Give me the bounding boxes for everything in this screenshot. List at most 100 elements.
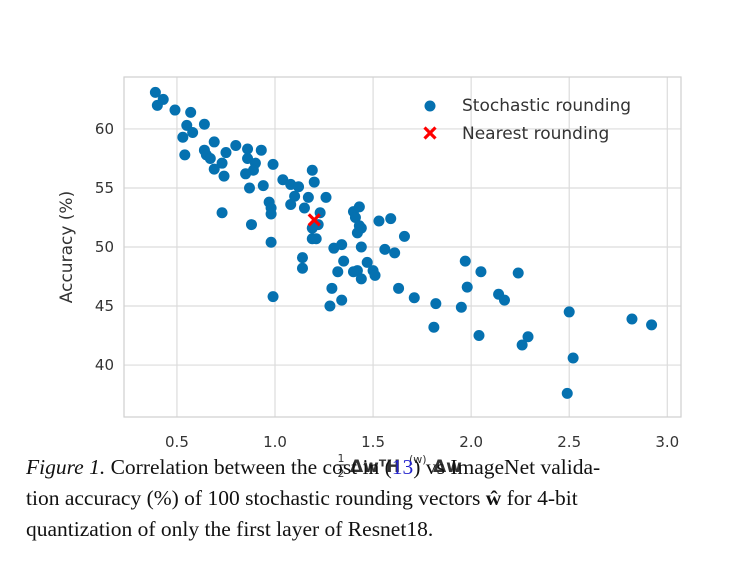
stochastic-point (187, 126, 199, 138)
stochastic-point (332, 266, 344, 278)
y-tick-label: 45 (95, 297, 114, 315)
stochastic-point (308, 176, 320, 188)
stochastic-point (293, 181, 305, 193)
y-tick-labels: 40 45 50 55 60 (95, 120, 114, 374)
x-label-superscript: (w) (409, 453, 427, 466)
x-label-fraction-den: 2 (338, 467, 345, 480)
stochastic-point (408, 292, 420, 304)
stochastic-point (428, 321, 440, 333)
caption-text-2a: tion accuracy (%) of 100 stochastic roun… (26, 486, 486, 510)
stochastic-point (198, 118, 210, 130)
stochastic-point (626, 313, 638, 325)
stochastic-point (257, 180, 269, 192)
stochastic-point (240, 168, 252, 180)
stochastic-point (326, 282, 338, 294)
stochastic-point (338, 255, 350, 267)
caption-text-1a: Correlation between the cost in ( (105, 455, 392, 479)
legend-label-nearest: Nearest rounding (462, 124, 609, 144)
stochastic-point (179, 149, 191, 161)
legend: Stochastic rounding Nearest rounding (423, 96, 631, 144)
nearest-rounding-point (307, 213, 321, 227)
figure-caption: Figure 1. Correlation between the cost i… (26, 452, 726, 545)
stochastic-point (355, 241, 367, 253)
stochastic-point (298, 202, 310, 214)
stochastic-point (185, 106, 197, 118)
caption-w-hat: ŵ (485, 486, 502, 510)
stochastic-point (244, 182, 256, 194)
x-label-fraction-num: 1 (338, 452, 345, 465)
stochastic-point (355, 273, 367, 285)
y-tick-label: 55 (95, 179, 114, 197)
stochastic-point (455, 301, 467, 313)
y-tick-label: 50 (95, 238, 114, 256)
x-tick-label: 0.5 (165, 433, 189, 451)
stochastic-point (230, 139, 242, 151)
stochastic-point (255, 144, 267, 156)
stochastic-point (208, 163, 220, 175)
caption-equation-ref[interactable]: 13 (391, 455, 414, 479)
stochastic-point (296, 252, 308, 264)
legend-marker-stochastic (424, 100, 436, 112)
stochastic-point (563, 306, 575, 318)
stochastic-point (336, 239, 348, 251)
stochastic-point (265, 208, 277, 220)
caption-text-3: quantization of only the first layer of … (26, 517, 434, 541)
stochastic-point (242, 143, 254, 155)
x-tick-label: 2.5 (557, 433, 581, 451)
stochastic-point (245, 219, 257, 231)
x-axis-label: 1 2 ΔwᵀH (w) Δw (336, 452, 462, 480)
stochastic-point (285, 199, 297, 210)
stochastic-point (353, 201, 365, 213)
x-tick-label: 1.0 (263, 433, 287, 451)
stochastic-point (265, 236, 277, 248)
stochastic-point (218, 170, 230, 182)
x-tick-label: 3.0 (655, 433, 679, 451)
stochastic-point (320, 191, 332, 203)
stochastic-point (379, 243, 391, 255)
legend-label-stochastic: Stochastic rounding (462, 96, 631, 116)
stochastic-point (430, 298, 442, 310)
x-label-tail: Δw (433, 457, 462, 477)
stochastic-point (459, 255, 471, 267)
stochastic-point (208, 136, 220, 148)
y-tick-label: 60 (95, 120, 114, 138)
data-points (149, 86, 658, 399)
stochastic-point (385, 213, 397, 225)
stochastic-point (204, 152, 216, 164)
y-tick-label: 40 (95, 356, 114, 374)
stochastic-point (393, 282, 405, 294)
stochastic-point (646, 319, 658, 331)
stochastic-point (347, 266, 359, 278)
stochastic-point (369, 269, 381, 281)
stochastic-point (216, 207, 228, 219)
y-axis-label: Accuracy (%) (57, 191, 77, 303)
stochastic-point (220, 147, 232, 159)
stochastic-point (267, 158, 279, 170)
stochastic-point (461, 281, 473, 293)
stochastic-point (473, 330, 485, 342)
caption-text-2b: for 4-bit (501, 486, 578, 510)
stochastic-point (289, 190, 301, 202)
stochastic-point (349, 211, 361, 223)
stochastic-point (561, 387, 573, 399)
grid-lines (124, 77, 681, 417)
stochastic-point (302, 191, 314, 203)
stochastic-point (516, 339, 528, 351)
stochastic-point (475, 266, 487, 278)
stochastic-point (389, 247, 401, 259)
x-label-main: ΔwᵀH (350, 457, 400, 477)
x-tick-label: 2.0 (459, 433, 483, 451)
legend-marker-nearest (423, 126, 437, 140)
x-tick-label: 1.5 (361, 433, 385, 451)
stochastic-point (373, 215, 385, 227)
stochastic-point (336, 294, 348, 306)
stochastic-point (216, 157, 228, 169)
stochastic-point (149, 86, 161, 98)
x-tick-labels: 0.5 1.0 1.5 2.0 2.5 3.0 (165, 433, 679, 451)
stochastic-point (177, 131, 189, 143)
stochastic-point (512, 267, 524, 279)
stochastic-point (522, 331, 534, 343)
stochastic-point (398, 230, 410, 242)
stochastic-point (169, 104, 181, 116)
